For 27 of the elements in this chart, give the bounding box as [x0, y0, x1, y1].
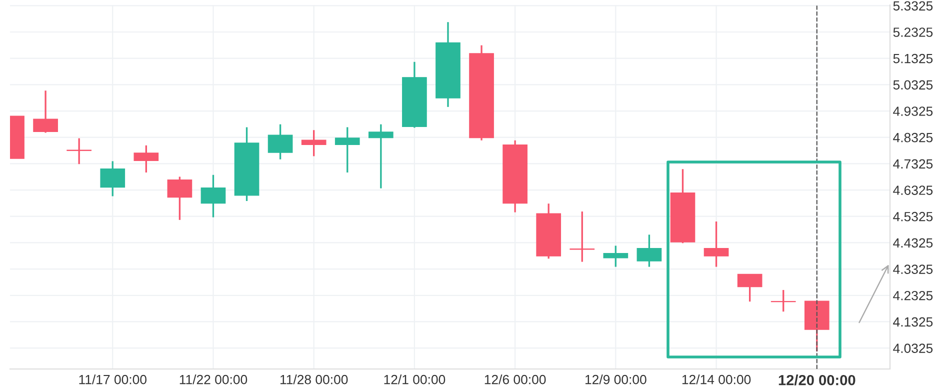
y-tick-label: 4.4325 [893, 238, 933, 248]
candlestick [368, 123, 394, 190]
candlestick [704, 220, 729, 268]
y-tick-label: 4.0325 [893, 344, 933, 353]
x-tick-label: 11/28 00:00 [280, 374, 348, 384]
y-tick-label: 4.9325 [893, 106, 933, 116]
y-tick-label: 5.2325 [893, 28, 933, 37]
x-tick-label: 11/17 00:00 [79, 374, 146, 384]
y-tick-label: 4.5325 [893, 212, 933, 222]
x-tick-label: 11/22 00:00 [180, 374, 248, 384]
candlestick [570, 210, 595, 263]
y-tick-label: 5.3325 [893, 1, 933, 11]
x-tick-label: 12/14 00:00 [682, 374, 751, 384]
x-tick-label: 12/9 00:00 [586, 374, 646, 384]
y-tick-label: 5.0325 [893, 80, 933, 90]
y-tick-label: 4.1325 [893, 317, 933, 327]
x-tick-label: 12/20 00:00 [778, 374, 856, 386]
y-tick-label: 4.8325 [893, 132, 933, 142]
y-tick-label: 4.6325 [893, 186, 933, 195]
y-tick-label: 4.3325 [893, 264, 933, 274]
y-tick-label: 5.1325 [893, 54, 933, 64]
x-tick-label: 12/1 00:00 [384, 374, 446, 384]
candlestick [334, 126, 360, 174]
y-tick-label: 4.7325 [893, 159, 933, 169]
candlestick [603, 244, 628, 268]
x-tick-label: 12/6 00:00 [484, 374, 546, 384]
y-tick-label: 4.2325 [893, 290, 933, 300]
